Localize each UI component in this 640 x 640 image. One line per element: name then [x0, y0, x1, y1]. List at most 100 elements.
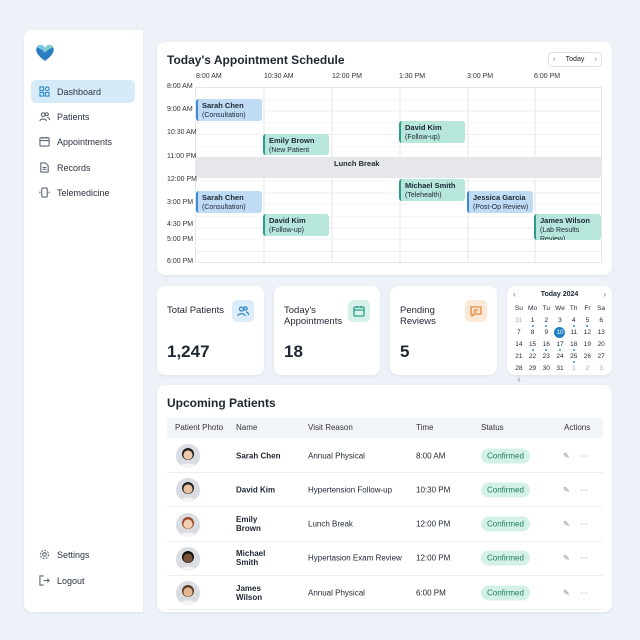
edit-icon[interactable]: ✎ — [563, 588, 570, 598]
calendar-day[interactable]: 16 — [539, 339, 553, 350]
calendar-day[interactable]: 1 — [526, 315, 540, 326]
calendar-day[interactable]: 2 — [585, 365, 590, 372]
stat-total-patients: Total Patients 1,247 — [157, 286, 264, 375]
lunch-break-block: Lunch Break — [196, 157, 602, 178]
calendar-day[interactable]: 15 — [526, 339, 540, 350]
calendar-day[interactable]: 24 — [556, 353, 564, 360]
edit-icon[interactable]: ✎ — [563, 485, 570, 495]
patient-name[interactable]: Sarah Chen — [236, 451, 281, 460]
more-options-icon[interactable]: ··· — [580, 588, 588, 598]
table-header — [167, 418, 603, 438]
users-icon — [39, 112, 50, 122]
calendar-day[interactable]: 21 — [515, 353, 523, 360]
column-time: 8:00 AM — [196, 73, 222, 80]
calendar-day[interactable]: 29 — [528, 365, 537, 372]
sidebar-item-label: Telemedicine — [57, 187, 110, 198]
next-month-icon[interactable]: › — [603, 290, 606, 299]
calendar-day[interactable]: 25 — [567, 351, 581, 362]
calendar-day[interactable]: 31 — [556, 365, 564, 372]
row-time: 6:00 PM — [167, 258, 194, 265]
calendar-day[interactable]: 3 — [558, 317, 562, 324]
table-row[interactable]: James Wilson Annual Physical 6:00 PM Con… — [167, 576, 603, 611]
date-nav: ‹ Today › — [548, 52, 602, 67]
visit-reason: Hypertension Follow-up — [308, 485, 393, 495]
more-options-icon[interactable]: ··· — [580, 553, 588, 563]
sidebar-item-appointments[interactable]: Appointments — [31, 130, 135, 153]
row-time: 9:00 AM — [167, 106, 193, 113]
logout-button[interactable]: Logout — [31, 569, 135, 592]
appointment-event[interactable]: Sarah Chen (Consultation) — [196, 191, 262, 213]
visit-reason: Hypertasion Exam Review — [308, 553, 402, 563]
prev-month-icon[interactable]: ‹ — [513, 290, 516, 299]
calendar-day[interactable]: 23 — [542, 353, 550, 360]
calendar-day[interactable]: 2 — [539, 315, 553, 326]
today-button[interactable]: Today — [565, 56, 585, 63]
table-row[interactable]: David Kim Hypertension Follow-up 10:30 P… — [167, 473, 603, 508]
appointment-time: 12:00 PM — [416, 519, 451, 529]
calendar-day[interactable]: 22 — [528, 353, 537, 360]
calendar-day[interactable]: 8 — [530, 329, 535, 336]
patient-name[interactable]: Emily Brown — [236, 515, 261, 534]
sidebar-item-dashboard[interactable]: Dashboard — [31, 80, 135, 103]
appointment-event[interactable]: Michael Smith (Telehealth) — [399, 179, 465, 201]
stat-label: Pending Reviews — [400, 305, 436, 327]
calendar-day[interactable]: 7 — [517, 329, 521, 336]
calendar-day[interactable]: 28 — [515, 365, 523, 372]
patient-name[interactable]: James Wilson — [236, 583, 263, 602]
appointment-event[interactable]: Emily Brown(New Patient Exam) — [263, 134, 329, 155]
calendar-day[interactable]: 14 — [515, 341, 523, 348]
more-options-icon[interactable]: ··· — [580, 485, 588, 495]
sidebar-item-records[interactable]: Records — [31, 156, 135, 179]
event-reason: (Consultation) — [202, 203, 246, 211]
calendar-day[interactable]: 19 — [583, 341, 592, 348]
calendar-day[interactable]: 18 — [567, 339, 581, 350]
dashboard-icon — [39, 86, 50, 97]
edit-icon[interactable]: ✎ — [563, 451, 570, 460]
calendar-day[interactable]: 11 — [570, 329, 578, 336]
more-options-icon[interactable]: ··· — [580, 519, 588, 529]
sidebar-item-telemedicine[interactable]: Telemedicine — [31, 181, 135, 204]
calendar-day[interactable]: 20 — [597, 341, 605, 348]
status-badge: Confirmed — [481, 550, 530, 566]
calendar-day[interactable]: 1 — [571, 365, 576, 372]
calendar-day[interactable]: 9 — [544, 329, 549, 336]
appointment-event[interactable]: David Kim (Follow-up) — [399, 121, 465, 143]
calendar-day[interactable]: 27 — [597, 353, 605, 360]
table-row[interactable]: Michael Smith Hypertasion Exam Review 12… — [167, 542, 603, 576]
calendar-day[interactable]: 4 — [517, 377, 521, 384]
table-row[interactable]: Sarah Chen Annual Physical 8:00 AM Confi… — [167, 439, 603, 473]
calendar-day[interactable]: 31 — [515, 317, 523, 324]
table-row[interactable]: Emily Brown Lunch Break 12:00 PM Confirm… — [167, 508, 603, 542]
appointment-event[interactable]: David Kim (Follow-up) — [263, 214, 329, 236]
stat-label: Total Patients — [167, 305, 225, 316]
event-name: James Wilson — [540, 216, 590, 225]
calendar-day[interactable]: 4 — [567, 315, 581, 326]
calendar-day[interactable]: 12 — [583, 329, 592, 336]
patient-name[interactable]: David Kim — [236, 485, 276, 495]
calendar-day[interactable]: 30 — [542, 365, 550, 372]
calendar-day[interactable]: 3 — [599, 365, 603, 372]
stat-todays-appointments: Today's Appointments 18 — [274, 286, 380, 375]
appointment-event[interactable]: Jessica Garcia (Post-Op Review) — [467, 191, 533, 213]
prev-arrow-icon[interactable]: ‹ — [553, 56, 556, 63]
appointment-event[interactable]: James Wilson (Lab Results Review) — [534, 214, 601, 240]
next-arrow-icon[interactable]: › — [594, 56, 597, 63]
calendar-day[interactable]: 10 — [554, 327, 566, 338]
calendar-day[interactable]: 26 — [583, 353, 592, 360]
calendar-day[interactable]: 17 — [553, 339, 567, 350]
settings-label: Settings — [57, 549, 90, 560]
edit-icon[interactable]: ✎ — [563, 553, 570, 563]
more-options-icon[interactable]: ··· — [580, 451, 588, 460]
patient-name[interactable]: Michael Smith — [236, 549, 266, 568]
calendar-day[interactable]: 5 — [581, 315, 595, 326]
calendar-day[interactable]: 13 — [597, 329, 605, 336]
appointment-event[interactable]: Sarah Chen (Consultation) — [196, 99, 262, 121]
settings-button[interactable]: Settings — [31, 543, 135, 566]
patient-avatar — [176, 512, 200, 537]
edit-icon[interactable]: ✎ — [563, 519, 570, 529]
stat-value: 18 — [284, 342, 303, 361]
sidebar-item-patients[interactable]: Patients — [31, 105, 135, 128]
row-time: 8:00 AM — [167, 83, 193, 90]
calendar-day[interactable]: 6 — [599, 317, 603, 324]
logout-icon — [39, 575, 50, 586]
